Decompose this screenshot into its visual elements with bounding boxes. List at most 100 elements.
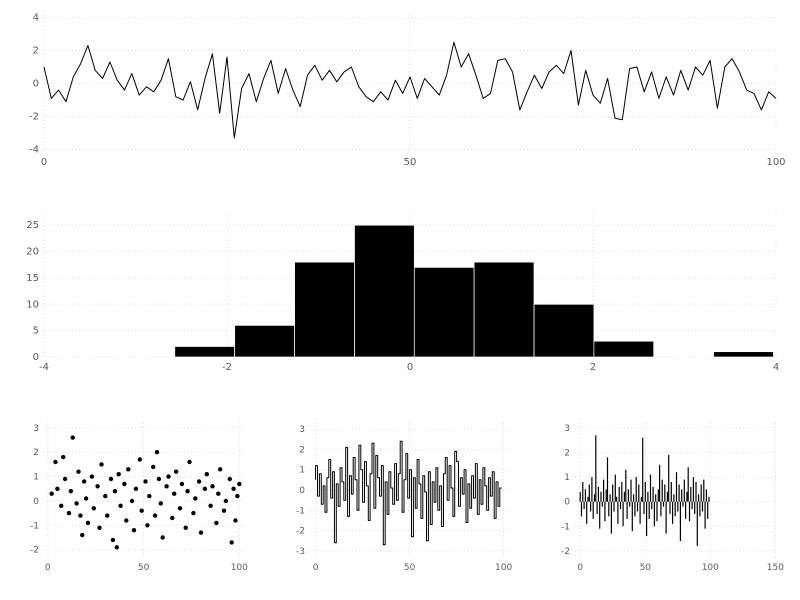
x-tick-label: 4 bbox=[773, 362, 779, 373]
data-point bbox=[187, 459, 192, 465]
data-point bbox=[89, 474, 95, 479]
data-point bbox=[83, 496, 89, 501]
data-point bbox=[61, 454, 66, 460]
histogram-bar bbox=[473, 261, 535, 358]
y-tick-label: 2 bbox=[564, 449, 570, 459]
histogram-bar bbox=[713, 351, 774, 358]
data-point bbox=[114, 545, 120, 550]
data-point bbox=[158, 501, 163, 506]
y-tick-label: -1 bbox=[561, 522, 570, 532]
y-tick-label: 0 bbox=[564, 498, 570, 508]
data-point bbox=[95, 484, 100, 489]
data-point bbox=[68, 489, 73, 494]
y-tick-label: 1 bbox=[299, 466, 305, 476]
data-point bbox=[204, 472, 209, 477]
x-tick-label: 50 bbox=[404, 157, 417, 168]
data-point bbox=[191, 510, 196, 516]
x-tick-label: 100 bbox=[495, 563, 512, 573]
data-point bbox=[223, 498, 229, 504]
x-tick-label: 50 bbox=[138, 563, 150, 573]
data-point bbox=[152, 513, 158, 518]
histogram-bar bbox=[294, 261, 355, 358]
data-point bbox=[137, 457, 142, 462]
data-point bbox=[76, 469, 81, 474]
histogram-bar bbox=[354, 224, 415, 358]
data-point bbox=[214, 520, 219, 526]
y-tick-label: 5 bbox=[33, 326, 39, 337]
data-point bbox=[202, 486, 208, 491]
x-tick-label: 100 bbox=[231, 563, 248, 573]
data-point bbox=[185, 489, 190, 494]
data-point bbox=[91, 506, 97, 511]
data-point bbox=[131, 528, 137, 533]
y-tick-label: 10 bbox=[26, 299, 39, 310]
y-tick-label: 1 bbox=[33, 473, 39, 483]
data-point bbox=[112, 489, 118, 494]
y-tick-label: 0 bbox=[33, 352, 39, 363]
data-point bbox=[235, 493, 240, 499]
x-tick-label: 0 bbox=[313, 563, 319, 573]
data-point bbox=[124, 518, 129, 523]
data-point bbox=[208, 503, 213, 508]
x-tick-label: 0 bbox=[41, 157, 47, 168]
data-point bbox=[59, 503, 64, 508]
data-point bbox=[53, 459, 58, 465]
stem-plot: 0 50 100 150 -2 -1 0 1 2 3 bbox=[561, 423, 784, 573]
data-point bbox=[170, 515, 175, 521]
line-series bbox=[43, 41, 777, 139]
x-tick-label: 50 bbox=[404, 563, 416, 573]
data-point bbox=[156, 476, 162, 482]
y-tick-label: -1 bbox=[30, 521, 39, 531]
histogram-plot: -4 -2 0 2 4 0 5 10 15 20 25 bbox=[26, 212, 779, 373]
y-tick-label: -2 bbox=[29, 112, 39, 123]
noise-line-plot: 0 50 100 -4 -2 0 2 4 bbox=[29, 13, 786, 169]
histogram-bar bbox=[593, 340, 655, 358]
y-tick-label: 3 bbox=[299, 425, 305, 435]
data-point bbox=[55, 486, 60, 491]
data-point bbox=[97, 525, 102, 530]
data-point bbox=[183, 525, 188, 530]
data-point bbox=[85, 520, 91, 526]
x-tick-label: 2 bbox=[590, 362, 596, 373]
data-point bbox=[231, 486, 236, 491]
x-tick-label: 0 bbox=[407, 362, 413, 373]
data-point bbox=[218, 467, 223, 472]
data-point bbox=[126, 467, 131, 472]
data-point bbox=[166, 474, 171, 479]
y-tick-label: -2 bbox=[296, 527, 305, 537]
step-plot: 0 50 100 -3 -2 -1 0 1 2 3 bbox=[296, 423, 513, 573]
data-point bbox=[164, 484, 169, 489]
data-point bbox=[196, 479, 202, 484]
data-point bbox=[233, 518, 238, 523]
data-point bbox=[227, 476, 232, 482]
data-point bbox=[99, 462, 104, 467]
data-point bbox=[193, 496, 198, 501]
x-tick-label: 0 bbox=[577, 563, 583, 573]
y-tick-label: 1 bbox=[564, 473, 570, 483]
y-tick-label: -1 bbox=[296, 506, 305, 516]
data-point bbox=[105, 513, 110, 518]
data-point bbox=[116, 472, 121, 477]
y-tick-label: 15 bbox=[26, 273, 39, 284]
data-point bbox=[179, 481, 185, 487]
data-point bbox=[210, 484, 215, 489]
data-point bbox=[177, 506, 183, 511]
y-tick-label: -3 bbox=[296, 547, 305, 557]
data-point bbox=[237, 481, 242, 487]
data-point bbox=[229, 540, 234, 545]
x-tick-label: 150 bbox=[767, 563, 784, 573]
histogram-bar bbox=[533, 303, 595, 358]
histogram-bar bbox=[234, 325, 295, 358]
y-tick-label: 0 bbox=[33, 497, 39, 507]
data-point bbox=[80, 532, 85, 538]
x-tick-label: 100 bbox=[702, 563, 719, 573]
x-tick-label: 50 bbox=[640, 563, 652, 573]
data-point bbox=[154, 450, 160, 455]
data-point bbox=[198, 530, 204, 535]
x-tick-label: 100 bbox=[766, 157, 785, 168]
data-point bbox=[145, 523, 150, 528]
data-point bbox=[221, 508, 227, 513]
x-tick-label: -2 bbox=[222, 362, 232, 373]
y-tick-label: 2 bbox=[33, 448, 39, 458]
